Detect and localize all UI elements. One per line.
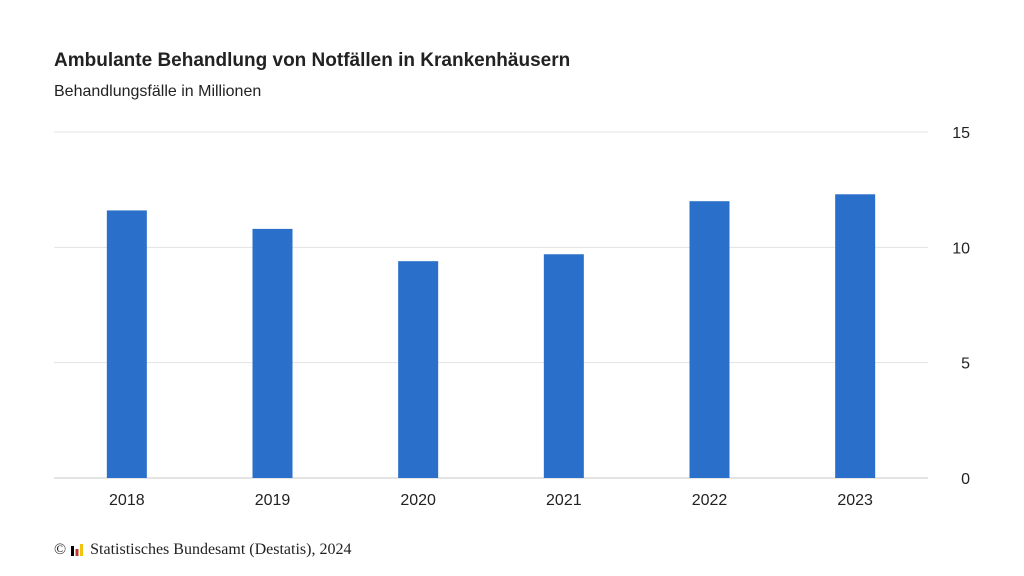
y-tick-label: 0 bbox=[961, 471, 970, 488]
chart-subtitle: Behandlungsfälle in Millionen bbox=[54, 83, 262, 100]
x-tick-label: 2018 bbox=[109, 492, 145, 509]
x-tick-label: 2020 bbox=[400, 492, 436, 509]
x-tick-label: 2023 bbox=[837, 492, 873, 509]
y-axis-ticks: 0 5 10 15 bbox=[952, 125, 970, 488]
bar-2019 bbox=[252, 228, 293, 478]
grid-lines bbox=[54, 131, 928, 479]
x-tick-label: 2021 bbox=[546, 492, 582, 509]
logo-bar-black bbox=[71, 546, 75, 556]
bar-2020 bbox=[398, 261, 439, 478]
x-axis-ticks: 2018 2019 2020 2021 2022 2023 bbox=[109, 492, 873, 509]
destatis-logo-icon bbox=[71, 544, 84, 556]
logo-bar-gold bbox=[80, 544, 84, 556]
bars bbox=[106, 194, 876, 478]
x-tick-label: 2022 bbox=[692, 492, 728, 509]
source-text: Statistisches Bundesamt (Destatis), 2024 bbox=[90, 541, 352, 558]
logo-bar-red bbox=[75, 549, 79, 556]
y-tick-label: 5 bbox=[961, 356, 970, 373]
copyright-symbol: © bbox=[54, 541, 67, 558]
chart-title: Ambulante Behandlung von Notfällen in Kr… bbox=[54, 50, 571, 71]
bar-2022 bbox=[689, 201, 730, 478]
y-tick-label: 15 bbox=[952, 125, 970, 142]
source-footer: © Statistisches Bundesamt (Destatis), 20… bbox=[54, 540, 351, 560]
y-tick-label: 10 bbox=[952, 240, 970, 257]
x-tick-label: 2019 bbox=[255, 492, 291, 509]
bar-2018 bbox=[106, 210, 147, 478]
bar-2023 bbox=[835, 194, 876, 478]
bar-2021 bbox=[543, 254, 584, 478]
